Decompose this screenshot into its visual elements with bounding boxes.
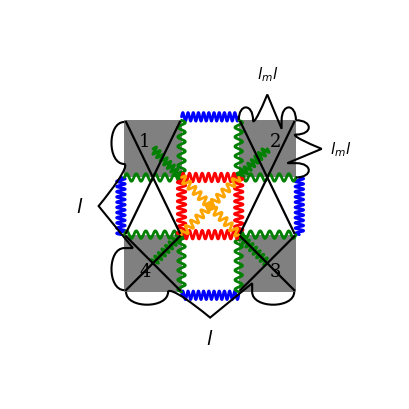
Text: $l$: $l$	[206, 329, 213, 348]
Text: 2: 2	[269, 133, 280, 151]
Text: $l_m l$: $l_m l$	[256, 65, 277, 84]
Bar	[124, 178, 295, 235]
Text: 1: 1	[139, 133, 151, 151]
Text: 4: 4	[139, 263, 150, 281]
Text: $l_m l$: $l_m l$	[329, 140, 350, 159]
Text: 3: 3	[269, 263, 281, 281]
Text: $l$: $l$	[76, 197, 83, 216]
Bar	[124, 121, 295, 292]
Bar	[181, 121, 238, 292]
